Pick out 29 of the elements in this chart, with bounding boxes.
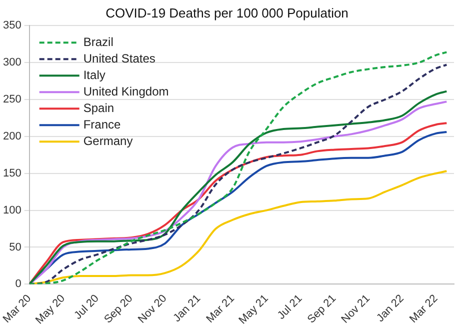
chart-title: COVID-19 Deaths per 100 000 Population — [106, 5, 348, 20]
y-tick-label: 300 — [2, 56, 22, 69]
x-tick-label: Jan 22 — [374, 292, 406, 324]
x-tick-label: Sep 21 — [305, 292, 339, 326]
x-tick-label: Jul 20 — [72, 292, 102, 322]
y-tick-label: 0 — [15, 278, 22, 290]
legend-label: France — [83, 117, 122, 132]
y-tick-label: 350 — [2, 20, 22, 32]
x-tick-label: May 21 — [236, 292, 271, 327]
legend-label: United Kingdom — [83, 84, 169, 98]
y-tick-label: 200 — [2, 130, 22, 142]
legend-label: United States — [83, 51, 156, 66]
legend-label: Spain — [83, 100, 114, 115]
x-tick-label: Sep 20 — [102, 292, 136, 326]
x-tick-label: Jul 21 — [275, 292, 305, 322]
x-tick-label: Nov 21 — [339, 292, 372, 326]
x-tick-label: Mar 21 — [204, 292, 237, 326]
x-tick-label: Jan 21 — [171, 292, 204, 324]
y-tick-label: 250 — [2, 94, 22, 106]
legend-label: Italy — [83, 68, 106, 82]
y-tick-label: 100 — [2, 204, 22, 216]
x-tick-label: Mar 20 — [0, 292, 34, 326]
y-tick-label: 150 — [2, 167, 22, 180]
legend-label: Germany — [83, 134, 133, 148]
x-tick-label: Nov 20 — [136, 292, 170, 326]
x-tick-label: May 20 — [34, 292, 68, 327]
x-tick-label: Mar 22 — [407, 292, 440, 326]
y-tick-label: 50 — [9, 241, 22, 254]
legend-label: Brazil — [83, 34, 114, 49]
